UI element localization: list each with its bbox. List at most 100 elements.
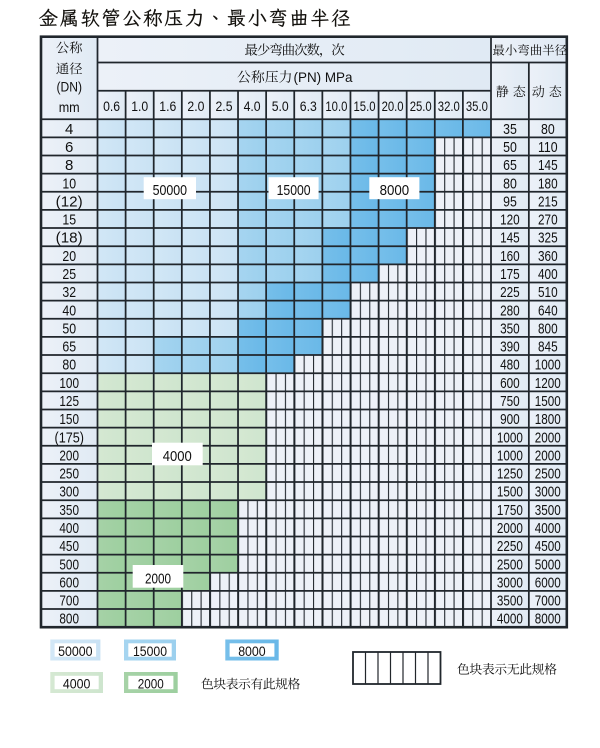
svg-text:3500: 3500 [535,502,561,519]
svg-text:35: 35 [503,121,517,138]
svg-text:2500: 2500 [535,466,561,483]
svg-text:4000: 4000 [163,449,192,465]
svg-text:2.5: 2.5 [216,99,233,115]
svg-text:50000: 50000 [58,643,93,659]
svg-text:390: 390 [500,339,520,356]
svg-text:200: 200 [59,447,79,464]
svg-text:20.0: 20.0 [382,99,404,115]
svg-text:6000: 6000 [535,574,561,591]
svg-text:(PN) MPa: (PN) MPa [294,69,353,85]
svg-text:2250: 2250 [497,538,523,555]
svg-text:640: 640 [538,302,558,319]
svg-text:175: 175 [500,266,520,283]
svg-text:145: 145 [500,230,520,247]
svg-text:1000: 1000 [497,429,523,446]
svg-text:4000: 4000 [497,611,523,628]
svg-text:2500: 2500 [497,556,523,573]
svg-text:80: 80 [62,357,76,374]
svg-text:800: 800 [59,611,79,628]
svg-text:4: 4 [65,121,73,138]
svg-text:4500: 4500 [535,538,561,555]
svg-text:1500: 1500 [497,484,523,501]
svg-text:400: 400 [538,266,558,283]
svg-text:10: 10 [62,175,76,192]
svg-text:35.0: 35.0 [466,99,488,115]
svg-text:2000: 2000 [535,429,561,446]
svg-text:6: 6 [65,139,73,156]
svg-text:65: 65 [503,157,517,174]
svg-text:7000: 7000 [535,593,561,610]
svg-text:1750: 1750 [497,502,523,519]
svg-text:2000: 2000 [145,571,171,587]
svg-text:700: 700 [59,593,79,610]
svg-text:300: 300 [59,484,79,501]
svg-text:15: 15 [62,212,76,229]
svg-text:(DN): (DN) [57,79,83,95]
svg-text:32: 32 [62,284,76,301]
svg-text:50000: 50000 [153,183,188,199]
svg-text:900: 900 [500,411,520,428]
svg-text:15000: 15000 [277,183,311,199]
svg-text:2000: 2000 [138,675,164,691]
svg-text:1500: 1500 [535,393,561,410]
svg-text:110: 110 [538,139,558,156]
svg-text:(18): (18) [56,230,83,247]
svg-text:2000: 2000 [497,520,523,537]
svg-text:(175): (175) [55,429,85,446]
svg-text:160: 160 [500,248,520,265]
svg-text:510: 510 [538,284,558,301]
svg-text:125: 125 [59,393,79,410]
svg-text:250: 250 [59,466,79,483]
svg-text:600: 600 [500,375,520,392]
svg-text:3500: 3500 [497,593,523,610]
svg-text:4.0: 4.0 [244,99,261,115]
svg-text:0.6: 0.6 [103,99,120,115]
svg-text:20: 20 [62,248,76,265]
svg-text:750: 750 [500,393,520,410]
svg-text:1800: 1800 [535,411,561,428]
svg-text:180: 180 [538,175,558,192]
svg-text:1200: 1200 [535,375,561,392]
svg-text:25: 25 [62,266,76,283]
svg-text:1.6: 1.6 [159,99,176,115]
svg-text:32.0: 32.0 [438,99,460,115]
svg-text:350: 350 [500,320,520,337]
svg-text:40: 40 [62,302,76,319]
svg-text:10.0: 10.0 [325,99,347,115]
svg-text:65: 65 [62,339,76,356]
svg-text:150: 150 [59,411,79,428]
svg-text:4000: 4000 [63,675,91,691]
svg-text:(12): (12) [56,193,83,210]
svg-text:500: 500 [59,556,79,573]
svg-text:280: 280 [500,302,520,319]
svg-text:8000: 8000 [380,183,410,199]
svg-text:8000: 8000 [535,611,561,628]
svg-text:1.0: 1.0 [131,99,148,115]
svg-text:360: 360 [538,248,558,265]
svg-text:450: 450 [59,538,79,555]
svg-text:95: 95 [503,193,517,210]
svg-text:5000: 5000 [535,556,561,573]
svg-text:8000: 8000 [238,643,266,659]
svg-text:215: 215 [538,193,558,210]
svg-text:145: 145 [538,157,558,174]
svg-text:1000: 1000 [497,447,523,464]
svg-text:1250: 1250 [497,466,523,483]
svg-text:50: 50 [62,320,76,337]
svg-text:100: 100 [59,375,79,392]
svg-text:325: 325 [538,230,558,247]
svg-text:270: 270 [538,212,558,229]
svg-text:225: 225 [500,284,520,301]
svg-text:3000: 3000 [535,484,561,501]
svg-text:350: 350 [59,502,79,519]
svg-text:80: 80 [503,175,517,192]
svg-text:800: 800 [538,320,558,337]
svg-text:mm: mm [59,99,80,115]
svg-text:2.0: 2.0 [187,99,204,115]
svg-text:6.3: 6.3 [300,99,317,115]
svg-text:480: 480 [500,357,520,374]
svg-text:15.0: 15.0 [354,99,376,115]
svg-text:5.0: 5.0 [272,99,289,115]
svg-text:2000: 2000 [535,447,561,464]
svg-text:400: 400 [59,520,79,537]
